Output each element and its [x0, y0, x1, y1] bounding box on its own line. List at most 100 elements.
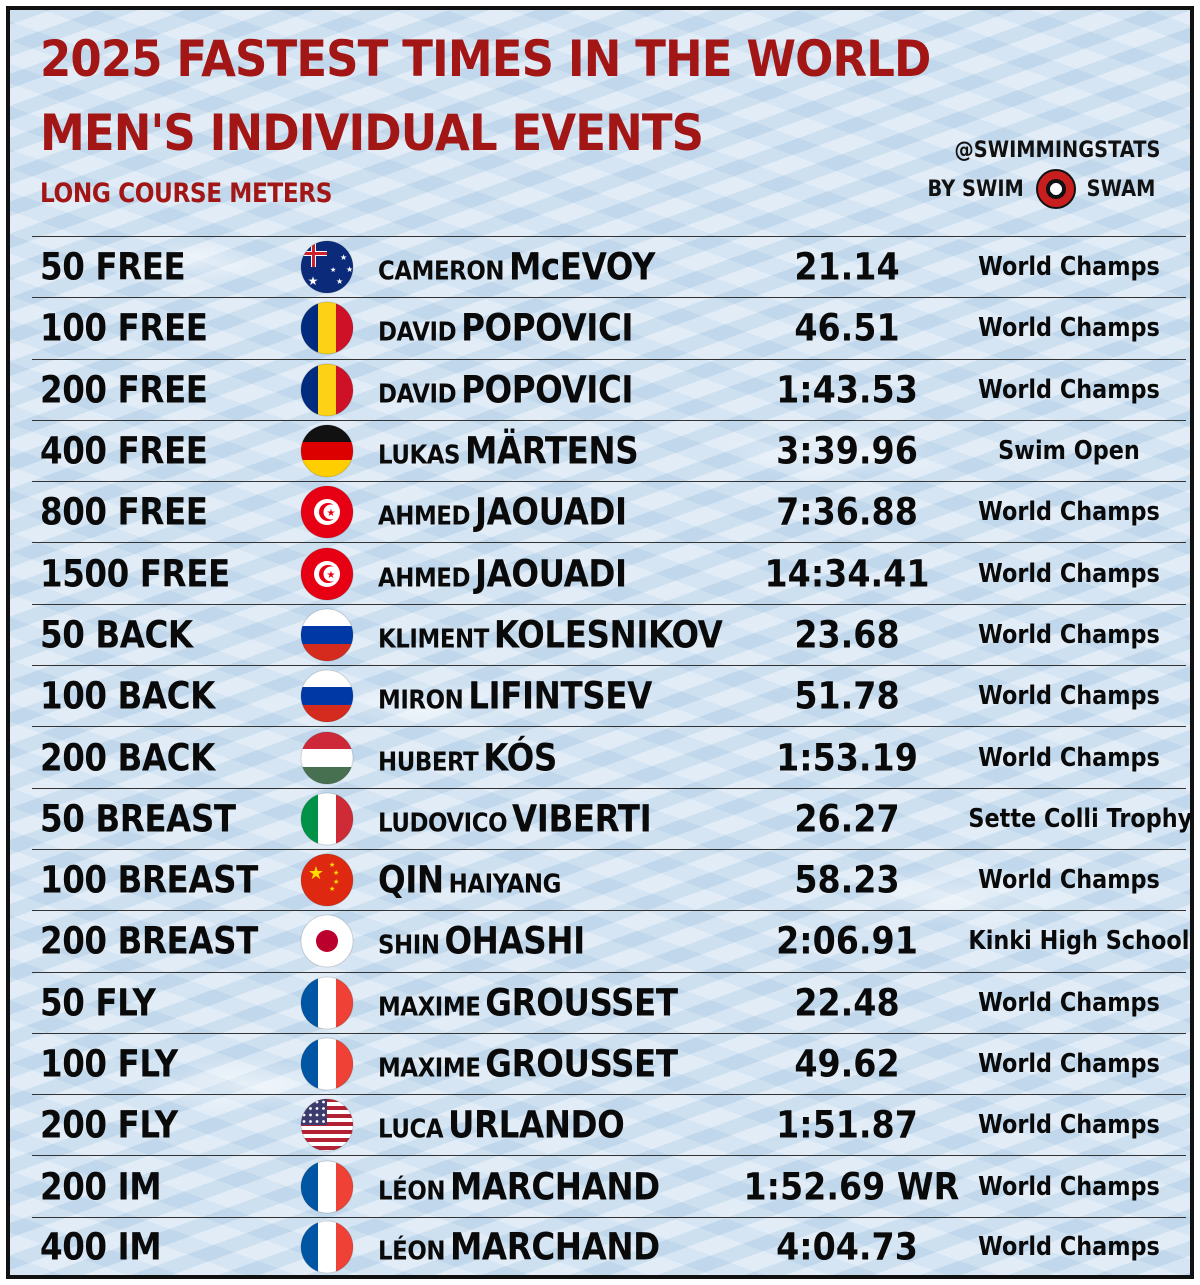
meet-name: Sette Colli Trophy — [968, 803, 1193, 834]
athlete-last-name: MÄRTENS — [464, 429, 639, 473]
athlete-first-name: LUKAS — [378, 440, 461, 471]
athlete-last-name: QIN — [378, 858, 444, 902]
fra-flag-icon — [300, 976, 354, 1030]
athlete-name: LÉON MARCHAND — [378, 1226, 660, 1269]
athlete-last-name: MARCHAND — [449, 1225, 660, 1269]
meet-name: World Champs — [978, 1049, 1160, 1079]
swimswam-logo-icon — [1035, 169, 1076, 209]
svg-text:★: ★ — [346, 265, 353, 274]
athlete-first-name: DAVID — [378, 317, 457, 348]
race-time: 1:53.19 — [776, 736, 918, 780]
event-name: 400 IM — [40, 1225, 162, 1269]
race-time: 1:43.53 — [776, 368, 918, 412]
meet-name: World Champs — [978, 497, 1160, 528]
svg-text:★: ★ — [333, 869, 339, 877]
athlete-name: LUKAS MÄRTENS — [378, 429, 639, 473]
athlete-last-name: POPOVICI — [461, 368, 634, 412]
athlete-name: LUCA URLANDO — [378, 1103, 625, 1147]
athlete-last-name: JAOUADI — [474, 490, 627, 534]
athlete-name: MIRON LIFINTSEV — [378, 675, 652, 718]
athlete-last-name: URLANDO — [448, 1103, 625, 1147]
race-time: 51.78 — [794, 674, 900, 718]
event-name: 100 BACK — [40, 674, 215, 718]
svg-text:★: ★ — [333, 878, 339, 886]
event-name: 1500 FREE — [40, 552, 230, 596]
athlete-last-name: POPOVICI — [461, 306, 634, 350]
athlete-last-name: JAOUADI — [474, 552, 627, 596]
athlete-name: MAXIME GROUSSET — [378, 981, 678, 1024]
athlete-name: SHIN OHASHI — [378, 920, 585, 963]
meet-name: World Champs — [978, 252, 1160, 283]
race-time: 22.48 — [794, 981, 900, 1025]
meet-name: World Champs — [978, 374, 1160, 405]
race-time: 46.51 — [794, 306, 900, 350]
event-name: 100 FREE — [40, 306, 208, 350]
athlete-first-name: LÉON — [378, 1176, 446, 1207]
event-name: 50 FREE — [40, 245, 186, 289]
table-row: 400 FREE LUKAS MÄRTENS 3:39.96 Swim Open — [32, 419, 1186, 481]
athlete-first-name: SHIN — [378, 930, 440, 961]
race-time: 7:36.88 — [776, 490, 918, 534]
chn-flag-icon: ★ ★ ★ ★ ★ — [300, 853, 354, 907]
title-line-2: MEN'S INDIVIDUAL EVENTS — [40, 104, 704, 162]
athlete-first-name: MIRON — [378, 685, 464, 716]
table-row: 100 BREAST ★ ★ ★ ★ ★ QIN HAIYANG 58.23 World Cha… — [32, 848, 1186, 910]
race-time: 14:34.41 — [764, 552, 930, 596]
athlete-first-name: CAMERON — [378, 256, 505, 287]
athlete-name: AHMED JAOUADI — [378, 552, 627, 595]
event-name: 200 BACK — [40, 736, 215, 780]
results-table: 50 FREE ★ ★ ★ ★ ★ CAMERON McEVOY 21.14 World Cha… — [32, 236, 1193, 1275]
athlete-name: MAXIME GROUSSET — [378, 1043, 678, 1086]
event-name: 50 BREAST — [40, 797, 236, 841]
race-time: 4:04.73 — [776, 1225, 918, 1269]
meet-name: Swim Open — [998, 436, 1140, 467]
athlete-last-name: LIFINTSEV — [468, 674, 652, 718]
athlete-name: HUBERT KÓS — [378, 736, 557, 779]
rou-flag-icon — [300, 363, 354, 417]
event-name: 200 BREAST — [40, 919, 258, 963]
athlete-first-name: HAIYANG — [448, 869, 562, 900]
event-name: 100 FLY — [40, 1042, 178, 1086]
svg-text:★: ★ — [330, 266, 336, 274]
svg-text:★: ★ — [340, 253, 347, 262]
table-row: 200 BREAST SHIN OHASHI 2:06.91 Kinki High S… — [32, 910, 1189, 971]
svg-text:★: ★ — [329, 861, 335, 869]
athlete-first-name: LÉON — [378, 1236, 446, 1267]
race-time: 58.23 — [794, 858, 900, 902]
svg-text:★: ★ — [336, 277, 343, 286]
athlete-name: CAMERON McEVOY — [378, 246, 655, 289]
event-name: 200 FLY — [40, 1103, 178, 1147]
athlete-first-name: DAVID — [378, 379, 457, 410]
event-name: 200 IM — [40, 1165, 162, 1209]
athlete-first-name: HUBERT — [378, 747, 479, 778]
athlete-last-name: GROUSSET — [485, 1042, 678, 1086]
event-name: 50 BACK — [40, 613, 193, 657]
event-name: 100 BREAST — [40, 858, 258, 902]
table-row: 200 FREE DAVID POPOVICI 1:43.53 World Champ… — [32, 358, 1186, 420]
race-time: 49.62 — [794, 1042, 900, 1086]
brand-byline: BY SWIM SWAM — [921, 169, 1160, 209]
table-row: 100 FLY MAXIME GROUSSET 49.62 World Champs — [32, 1032, 1186, 1094]
athlete-first-name: MAXIME — [378, 1053, 481, 1084]
fra-flag-icon — [300, 1037, 354, 1091]
event-name: 200 FREE — [40, 368, 208, 412]
svg-text:★: ★ — [308, 274, 319, 288]
infographic-frame: 2025 FASTEST TIMES IN THE WORLD MEN'S IN… — [6, 6, 1194, 1279]
fra-flag-icon — [300, 1220, 354, 1274]
race-time: 23.68 — [794, 613, 900, 657]
brand-handle: @SWIMMINGSTATS — [954, 138, 1160, 163]
athlete-name: KLIMENT KOLESNIKOV — [378, 613, 723, 656]
athlete-last-name: VIBERTI — [512, 797, 652, 841]
event-name: 50 FLY — [40, 981, 156, 1025]
meet-name: World Champs — [978, 619, 1160, 650]
rus-flag-icon — [300, 669, 354, 723]
rus-flag-icon — [300, 608, 354, 662]
athlete-last-name: MARCHAND — [449, 1165, 660, 1209]
athlete-first-name: LUDOVICO — [378, 808, 508, 839]
usa-flag-icon — [300, 1098, 354, 1152]
athlete-first-name: AHMED — [378, 501, 471, 532]
ger-flag-icon — [300, 424, 354, 478]
meet-name: World Champs — [978, 865, 1160, 896]
event-name: 800 FREE — [40, 490, 208, 534]
meet-name: World Champs — [978, 1232, 1160, 1263]
